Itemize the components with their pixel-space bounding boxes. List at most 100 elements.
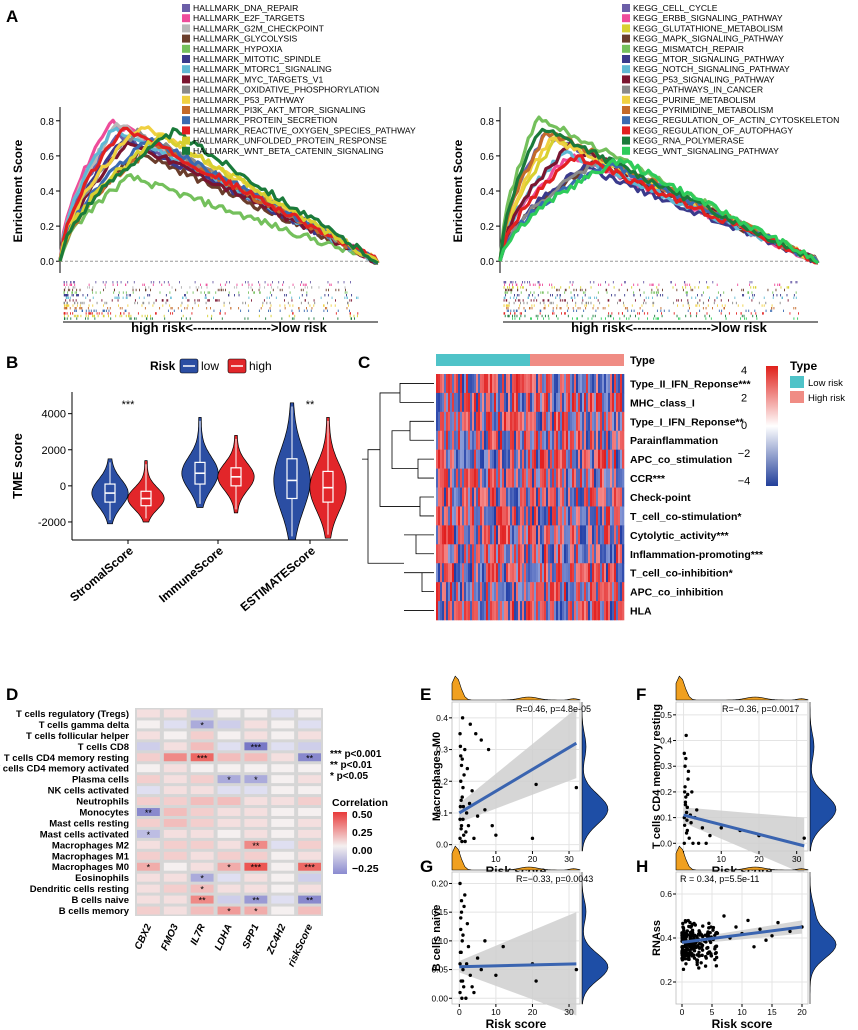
legend-swatch-7 bbox=[182, 75, 190, 84]
heat-cell bbox=[482, 468, 485, 488]
heat-cell bbox=[446, 506, 449, 526]
heat-cell bbox=[544, 411, 547, 432]
heat-cell bbox=[518, 563, 521, 583]
heat-cell bbox=[620, 430, 623, 450]
data-point bbox=[714, 944, 719, 948]
heat-cell bbox=[544, 487, 547, 507]
corr-star: ** bbox=[252, 896, 260, 906]
heat-cell bbox=[524, 411, 527, 432]
data-point bbox=[464, 811, 469, 815]
heat-cell bbox=[556, 449, 559, 469]
heat-cell bbox=[518, 468, 521, 488]
data-point bbox=[714, 951, 718, 955]
heat-cell bbox=[588, 582, 591, 602]
heat-cell bbox=[576, 582, 579, 602]
heat-cell bbox=[452, 430, 455, 450]
data-point bbox=[680, 931, 684, 935]
heat-cell bbox=[608, 392, 611, 413]
heat-cell bbox=[510, 601, 513, 621]
heat-cell bbox=[516, 374, 519, 394]
heat-cell bbox=[588, 392, 591, 413]
heat-cell bbox=[612, 601, 615, 621]
heat-cell bbox=[522, 411, 525, 432]
heat-cell bbox=[466, 374, 469, 394]
heat-cell bbox=[438, 374, 441, 394]
heat-cell bbox=[512, 487, 515, 507]
heat-cell bbox=[520, 601, 523, 621]
heat-cell bbox=[534, 430, 537, 450]
corr-cell bbox=[244, 884, 268, 893]
data-point bbox=[684, 962, 688, 966]
heat-cell bbox=[616, 582, 619, 602]
heat-cell bbox=[462, 468, 465, 488]
data-point bbox=[472, 990, 476, 995]
y-tick-label: 0.0 bbox=[436, 840, 448, 850]
heat-cell bbox=[550, 468, 553, 488]
y-tick-label: 0.2 bbox=[660, 977, 672, 987]
heat-cell bbox=[512, 563, 515, 583]
heat-cell bbox=[478, 506, 481, 526]
heat-cell bbox=[554, 449, 557, 469]
heat-cell bbox=[568, 449, 571, 469]
heat-cell bbox=[534, 601, 537, 621]
heat-cell bbox=[466, 582, 469, 602]
heat-cell bbox=[588, 487, 591, 507]
data-point bbox=[696, 841, 701, 845]
data-point bbox=[474, 732, 478, 736]
heat-cell bbox=[450, 582, 453, 602]
heat-cell bbox=[450, 525, 453, 545]
heat-cell bbox=[550, 525, 553, 545]
heat-cell bbox=[446, 430, 449, 450]
data-point bbox=[466, 823, 471, 828]
heat-cell bbox=[558, 601, 561, 621]
heat-cell bbox=[584, 449, 587, 469]
corr-cell bbox=[217, 873, 241, 882]
heat-cell bbox=[588, 430, 591, 450]
data-point bbox=[695, 953, 700, 957]
heat-cell bbox=[610, 374, 613, 394]
corr-cell bbox=[190, 731, 214, 740]
heat-cell bbox=[514, 392, 517, 413]
heat-cell bbox=[446, 392, 449, 413]
y-tick-label: 0.1 bbox=[436, 808, 448, 818]
heat-cell bbox=[502, 525, 505, 545]
heat-cell bbox=[526, 449, 529, 469]
correlation-annotation: R=−0.36, p=0.0017 bbox=[722, 704, 799, 714]
heat-cell bbox=[600, 411, 603, 432]
legend-swatch-14 bbox=[182, 146, 190, 155]
dendrogram bbox=[362, 383, 434, 611]
data-point bbox=[691, 946, 695, 951]
heat-cell bbox=[508, 392, 511, 413]
data-point bbox=[460, 939, 464, 943]
heat-cell bbox=[460, 430, 463, 450]
corr-cell bbox=[137, 709, 160, 718]
heat-cell bbox=[514, 506, 517, 526]
heat-cell bbox=[580, 601, 583, 621]
heat-cell bbox=[530, 468, 533, 488]
heat-cell bbox=[456, 525, 459, 545]
heat-cell bbox=[528, 601, 531, 621]
corr-cell bbox=[163, 895, 187, 904]
heat-cell bbox=[466, 449, 469, 469]
heat-cell bbox=[458, 601, 461, 621]
heat-cell bbox=[582, 374, 585, 394]
corr-star: ** bbox=[306, 896, 314, 906]
legend-label-7: HALLMARK_MYC_TARGETS_V1 bbox=[193, 74, 323, 84]
fit-line bbox=[681, 925, 803, 944]
heat-cell bbox=[504, 563, 507, 583]
heat-cell bbox=[588, 525, 591, 545]
heat-cell bbox=[464, 449, 467, 469]
row-label-6: Plasma cells bbox=[72, 775, 129, 786]
heat-cell bbox=[436, 487, 439, 507]
corr-cell bbox=[163, 731, 187, 740]
heat-cell bbox=[622, 601, 625, 621]
y-tick-label: 4000 bbox=[42, 409, 66, 421]
heat-cell bbox=[492, 544, 495, 564]
heat-cell bbox=[526, 468, 529, 488]
legend-label-9: HALLMARK_P53_PATHWAY bbox=[193, 95, 305, 105]
heat-cell bbox=[592, 601, 595, 621]
heat-cell bbox=[598, 487, 601, 507]
heat-cell bbox=[520, 544, 523, 564]
heat-cell bbox=[472, 392, 475, 413]
